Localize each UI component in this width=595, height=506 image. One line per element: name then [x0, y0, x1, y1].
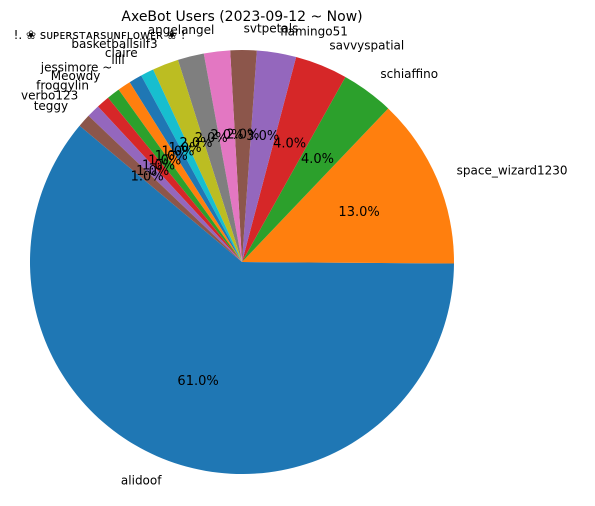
pie-slice-jessimore-11 — [118, 82, 242, 263]
slice-label-froggylin-13: froggylin — [36, 79, 89, 93]
pie-slice-savvyspatial-3 — [242, 57, 346, 262]
pie-slice-item-7 — [177, 53, 242, 263]
slice-label-schiaffino-2: schiaffino — [380, 67, 438, 81]
pie-slice-claire-9 — [141, 69, 242, 262]
slice-percent-space-wizard1230-1: 13.0% — [338, 205, 379, 220]
slice-label-flamingo51-4: flamingo51 — [280, 24, 348, 38]
slice-percent-llll-10: 1.0% — [162, 145, 195, 160]
slice-label-jessimore-11: jessimore ~ — [40, 61, 113, 75]
slice-label-teggy-15: teggy — [34, 99, 68, 113]
slice-percent-froggylin-13: 1.0% — [142, 159, 175, 174]
slice-percent-verbo123-14: 1.0% — [136, 164, 169, 179]
slice-label-verbo123-14: verbo123 — [21, 88, 78, 102]
pie-slice-angelangel-6 — [203, 50, 242, 262]
slice-label-svtpetals-5: svtpetals — [244, 21, 299, 35]
slice-percent-flamingo51-4: 3.0% — [246, 129, 279, 144]
pie-slice-llll-10 — [129, 75, 242, 262]
slice-percent-svtpetals-5: 2.0% — [226, 127, 259, 142]
slice-label-alidoof-0: alidoof — [121, 473, 162, 487]
pie-slice-schiaffino-2 — [242, 76, 389, 262]
slice-percent-jessimore-11: 1.0% — [155, 149, 188, 164]
slice-percent-meowdy-12: 1.0% — [148, 153, 181, 168]
pie-slice-froggylin-13 — [97, 97, 243, 263]
slice-label-basketballsilf3-8: basketballsilf3 — [71, 37, 157, 51]
pie-slice-verbo123-14 — [88, 106, 242, 262]
pie-labels: alidoof space_wizard1230 schiaffino savvysp… — [14, 21, 568, 487]
slice-label-angelangel-6: angelangel — [148, 23, 215, 37]
pie-slice-meowdy-12 — [108, 89, 242, 263]
pie-percent-labels: 61.0%13.0%4.0%4.0%3.0%2.0%2.0%2.0%2.0%1.… — [131, 127, 380, 389]
pie-slice-teggy-15 — [79, 115, 242, 262]
pie-slice-basketballsilf3-8 — [153, 59, 242, 262]
slice-label-savvyspatial-3: savvyspatial — [329, 38, 404, 52]
chart-title: AxeBot Users (2023-09-12 ~ Now) — [121, 9, 362, 25]
slice-label-llll-10: llll — [111, 53, 124, 67]
slice-percent-schiaffino-2: 4.0% — [301, 152, 334, 167]
slice-percent-savvyspatial-3: 4.0% — [273, 137, 306, 152]
slice-percent-basketballsilf3-8: 2.0% — [179, 136, 212, 151]
slice-label-item-7: !. ❀ ꜱᴜᴘᴇʀꜱᴛᴀʀꜱᴜɴꜰʟᴏᴡᴇʀ ❀ ! — [14, 28, 186, 42]
slice-percent-claire-9: 1.0% — [169, 141, 202, 156]
slice-percent-item-7: 2.0% — [195, 131, 228, 146]
slice-percent-teggy-15: 1.0% — [131, 170, 164, 185]
slice-label-space-wizard1230-1: space_wizard1230 — [457, 163, 568, 177]
slice-percent-alidoof-0: 61.0% — [177, 374, 218, 389]
pie-slice-svtpetals-5 — [230, 50, 257, 262]
pie-slice-space-wizard1230-1 — [242, 108, 454, 264]
slice-label-claire-9: claire — [105, 46, 138, 60]
slice-percent-angelangel-6: 2.0% — [210, 128, 243, 143]
pie-slice-alidoof-0 — [29, 125, 454, 475]
pie-slices — [29, 50, 454, 475]
slice-label-meowdy-12: Meowdy — [51, 69, 101, 83]
pie-slice-flamingo51-4 — [242, 50, 297, 262]
